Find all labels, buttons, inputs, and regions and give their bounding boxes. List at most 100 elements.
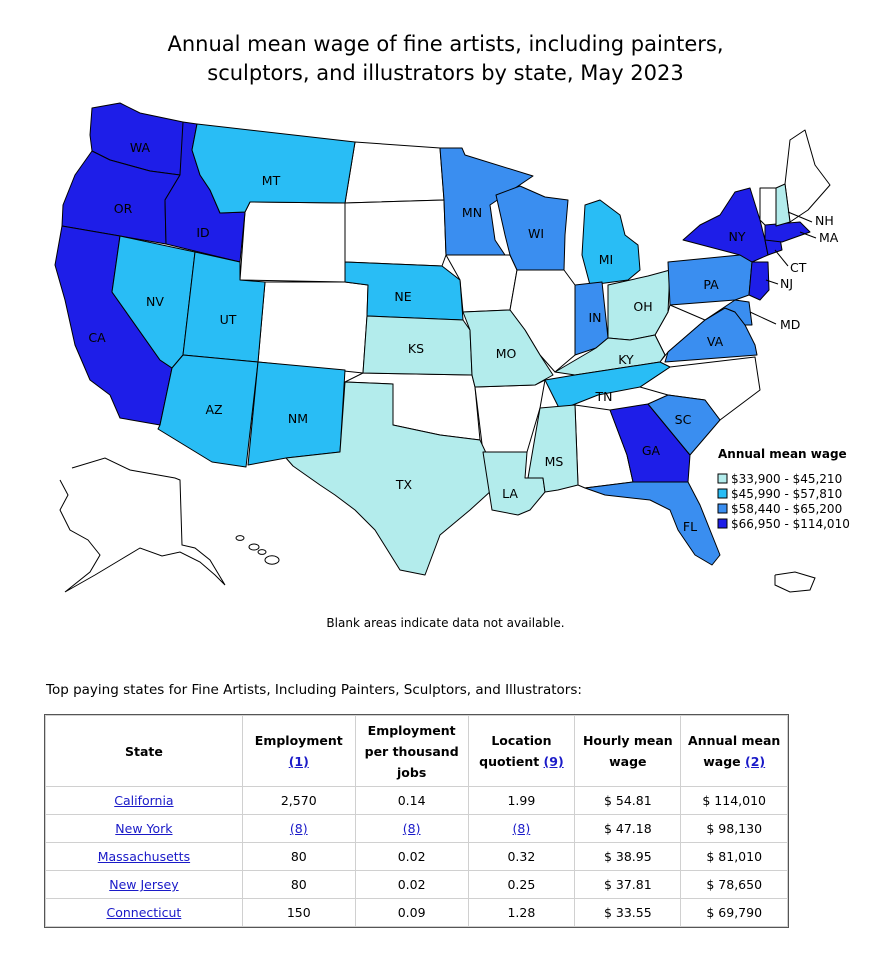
state-label-or: OR	[114, 201, 133, 216]
state-no-data	[257, 281, 369, 374]
footnote-link[interactable]: (1)	[288, 754, 309, 769]
table-cell: 0.14	[354, 786, 469, 815]
state-link[interactable]: Connecticut	[106, 905, 182, 920]
state-cell: Massachusetts	[45, 842, 243, 871]
column-header: Location quotient (9)	[467, 715, 576, 787]
state-label-ma: MA	[819, 230, 839, 245]
leader-line-nj	[765, 279, 779, 285]
state-no-data	[344, 141, 445, 204]
footnote-link[interactable]: (9)	[543, 754, 564, 769]
table-cell: (8)	[467, 814, 576, 843]
state-no-data	[759, 187, 777, 227]
state-no-data	[239, 201, 346, 283]
state-ms	[527, 404, 579, 493]
us-map: WA OR CA ID NV MT UT AZ NM NE KS TX MN MO LA WI MI IN OH KY…	[54, 102, 850, 593]
state-link[interactable]: New York	[115, 821, 173, 836]
table-cell: 0.02	[354, 870, 469, 899]
state-link[interactable]: California	[114, 793, 174, 808]
footnote-link[interactable]: (8)	[402, 821, 421, 836]
state-md	[704, 299, 753, 326]
state-nj	[748, 261, 770, 301]
leader-line-ma	[799, 231, 817, 239]
state-link[interactable]: Massachusetts	[97, 849, 191, 864]
state-mn	[439, 147, 534, 256]
column-header: Hourly mean wage	[574, 715, 682, 787]
state-mi	[581, 199, 641, 286]
table-cell: (8)	[354, 814, 469, 843]
state-no-data	[344, 199, 447, 267]
table-cell: (8)	[241, 814, 356, 843]
table-cell: 0.32	[467, 842, 576, 871]
leader-line-ct	[774, 249, 789, 267]
state-label-ca: CA	[88, 330, 106, 345]
state-mt	[191, 123, 356, 214]
alaska-outline	[59, 457, 226, 593]
state-label-nv: NV	[146, 294, 164, 309]
state-link[interactable]: New Jersey	[109, 877, 179, 892]
state-label-wi: WI	[528, 226, 544, 241]
state-label-mo: MO	[496, 346, 517, 361]
state-label-ne: NE	[394, 289, 411, 304]
table-row: Massachusetts 80 0.02 0.32 $ 38.95 $ 81,010	[45, 842, 788, 871]
column-header: State	[45, 715, 243, 787]
table-cell: $ 54.81	[574, 786, 682, 815]
map-legend: Annual mean wage $33,900 - $45,210$45,990…	[717, 447, 850, 531]
table-cell: $ 37.81	[574, 870, 682, 899]
table-header-row: State Employment (1) Employment per thousa…	[45, 715, 788, 787]
table-cell: 2,570	[241, 786, 356, 815]
state-ny	[682, 187, 769, 263]
hawaii-island	[264, 555, 280, 565]
table-row: New York (8) (8) (8) $ 47.18 $ 98,130	[45, 814, 788, 843]
state-label-va: VA	[707, 334, 724, 349]
table-cell: $ 98,130	[680, 814, 788, 843]
state-ma	[764, 221, 811, 243]
state-sc	[647, 394, 721, 456]
state-wi	[495, 185, 569, 271]
state-cell: New York	[45, 814, 243, 843]
state-tx	[285, 381, 493, 576]
footnote-link[interactable]: (8)	[512, 821, 531, 836]
table-cell: $ 47.18	[574, 814, 682, 843]
state-label-oh: OH	[633, 299, 652, 314]
state-no-data	[784, 129, 831, 223]
footnote-link[interactable]: (8)	[289, 821, 308, 836]
legend-swatch	[717, 488, 728, 499]
table-cell: 0.02	[354, 842, 469, 871]
table-cell: $ 33.55	[574, 898, 682, 927]
legend-swatch	[717, 518, 728, 529]
state-label-in: IN	[588, 310, 601, 325]
state-label-ks: KS	[408, 341, 424, 356]
column-header: Employment (1)	[241, 715, 356, 787]
footnote-link[interactable]: (2)	[745, 754, 766, 769]
state-label-nm: NM	[288, 411, 308, 426]
legend-swatch	[717, 473, 728, 484]
state-label-ut: UT	[220, 312, 237, 327]
state-cell: California	[45, 786, 243, 815]
table-cell: 1.28	[467, 898, 576, 927]
legend-label: $58,440 - $65,200	[731, 502, 842, 516]
column-header: Employment per thousand jobs	[354, 715, 469, 787]
table-heading: Top paying states for Fine Artists, Incl…	[46, 682, 582, 698]
state-mo	[462, 309, 554, 388]
state-label-ct: CT	[790, 260, 807, 275]
state-label-tx: TX	[395, 477, 413, 492]
table-cell: $ 69,790	[680, 898, 788, 927]
table-row: California 2,570 0.14 1.99 $ 54.81 $ 114,010	[45, 786, 788, 815]
state-label-id: ID	[196, 225, 209, 240]
state-label-mn: MN	[462, 205, 482, 220]
leader-line-md	[749, 311, 777, 325]
state-cell: New Jersey	[45, 870, 243, 899]
state-label-az: AZ	[205, 402, 222, 417]
state-label-nh: NH	[815, 213, 834, 228]
state-cell: Connecticut	[45, 898, 243, 927]
legend-label: $33,900 - $45,210	[731, 472, 842, 486]
state-label-sc: SC	[675, 412, 692, 427]
table-cell: $ 38.95	[574, 842, 682, 871]
table-cell: 80	[241, 842, 356, 871]
table-row: Connecticut 150 0.09 1.28 $ 33.55 $ 69,790	[45, 898, 788, 927]
table-cell: 1.99	[467, 786, 576, 815]
hawaii-island	[248, 543, 260, 551]
state-label-ky: KY	[618, 352, 634, 367]
state-label-la: LA	[502, 486, 518, 501]
state-label-fl: FL	[683, 519, 697, 534]
